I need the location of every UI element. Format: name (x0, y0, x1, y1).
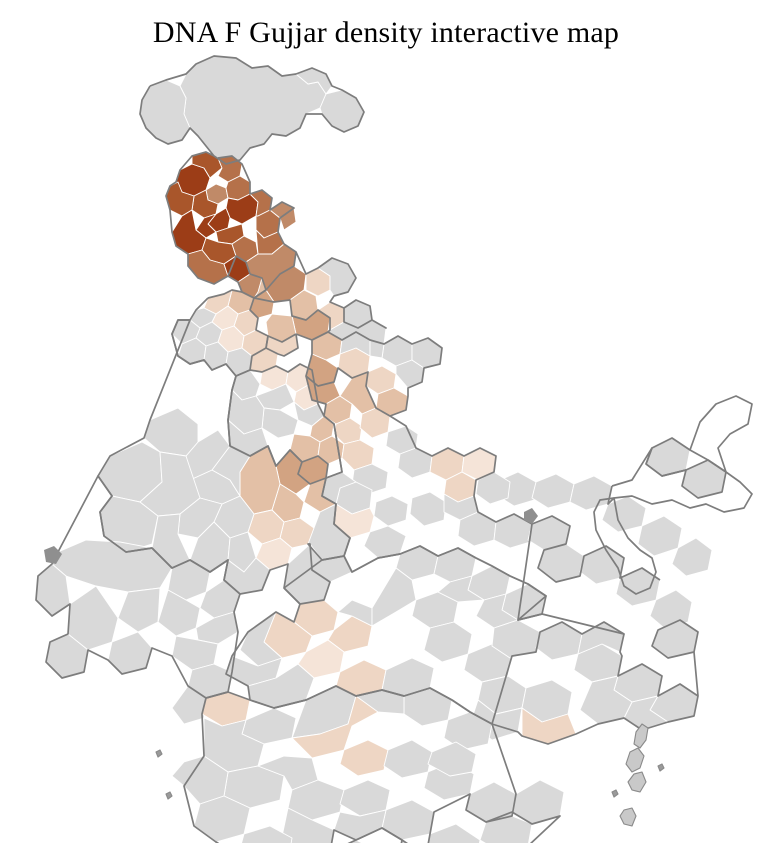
coast-detail-kutch (44, 546, 62, 564)
district-anantnag[interactable] (226, 194, 258, 224)
state-border-jk-outer (140, 56, 364, 298)
district-surendranagar[interactable] (118, 588, 160, 632)
coast-detail-konkan (524, 508, 538, 524)
island-dot-a[interactable] (658, 764, 664, 771)
page-title: DNA F Gujjar density interactive map (152, 16, 620, 49)
state-border-south (216, 812, 560, 843)
coastal-detail-layer (44, 508, 538, 564)
map-container[interactable] (0, 52, 772, 843)
state-border-ne-assam (608, 448, 752, 512)
island-layer (156, 724, 674, 843)
island-dot-b[interactable] (612, 790, 618, 797)
island-lakshadweep-dot-2[interactable] (156, 750, 162, 757)
state-border-odisha-cg (492, 620, 698, 744)
district-bardhaman[interactable] (638, 516, 682, 556)
island-lakshadweep-dot[interactable] (166, 792, 172, 799)
state-border-himachal (218, 156, 386, 356)
district-kanpur[interactable] (410, 492, 446, 526)
district-seoni[interactable] (424, 622, 472, 662)
district-hyderabad[interactable] (382, 800, 434, 840)
state-boundary-layer (36, 56, 752, 843)
district-nadia[interactable] (672, 538, 712, 576)
india-district-choropleth-svg[interactable] (0, 52, 772, 843)
district-budgam[interactable] (192, 190, 218, 218)
island-andaman-north[interactable] (634, 724, 648, 748)
island-andaman-middle[interactable] (626, 748, 644, 772)
district-belgaum[interactable] (238, 826, 292, 843)
state-border-maharashtra (184, 686, 516, 843)
district-purulia[interactable] (616, 568, 660, 606)
district-rohtak[interactable] (262, 408, 298, 438)
district-dhanbad[interactable] (580, 546, 624, 584)
district-karimnagar[interactable] (428, 742, 476, 776)
state-border-ne-south (594, 498, 656, 594)
district-ganjam[interactable] (580, 676, 632, 724)
district-vadodara[interactable] (196, 612, 238, 644)
district-etawah[interactable] (374, 496, 408, 526)
district-bijapur[interactable] (280, 808, 334, 843)
state-border-uttarakhand (306, 332, 442, 416)
district-darbhanga[interactable] (570, 476, 612, 510)
district-bikaner[interactable] (144, 408, 198, 456)
district-jalna[interactable] (340, 740, 388, 776)
district-nanded[interactable] (384, 740, 432, 778)
state-border-mp (226, 546, 624, 724)
island-andaman-south[interactable] (628, 772, 646, 792)
island-little-andaman[interactable] (620, 808, 636, 826)
district-kolkata[interactable] (650, 590, 692, 628)
district-krishna[interactable] (426, 824, 480, 843)
district-raigarh[interactable] (536, 622, 582, 660)
district-layer (36, 56, 726, 843)
state-border-gujarat (36, 476, 240, 698)
district-muzaffarpur[interactable] (532, 474, 574, 508)
